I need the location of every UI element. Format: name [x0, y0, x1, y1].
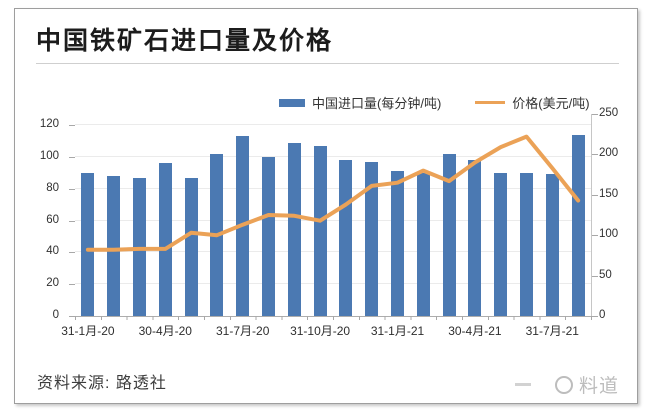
import-bar-12	[365, 161, 379, 316]
import-bar-15	[442, 153, 456, 316]
left-axis-label-20: 20	[46, 277, 59, 290]
gridline	[75, 251, 591, 253]
legend-label-price: 价格(美元/吨)	[512, 96, 590, 111]
import-bar-16	[468, 160, 482, 316]
import-bar-5	[184, 177, 198, 316]
right-axis-label-150: 150	[599, 187, 619, 200]
left-axis-label-40: 40	[46, 245, 59, 258]
legend-item-imports: 中国进口量(每分钟/吨)	[279, 93, 441, 112]
watermark: 料道	[514, 371, 619, 398]
right-axis-label-100: 100	[599, 228, 619, 241]
x-tick-label-4: 31-10月-20	[290, 324, 351, 338]
import-bar-13	[390, 171, 404, 316]
import-bar-14	[416, 172, 430, 316]
right-axis-tick	[592, 114, 598, 115]
x-tick-label-1: 31-1月-20	[61, 324, 115, 338]
right-axis-tick	[592, 316, 598, 317]
import-bars	[75, 114, 591, 316]
left-axis-label-100: 100	[39, 149, 59, 162]
import-bar-10	[313, 145, 327, 316]
gridline	[75, 124, 591, 126]
import-bar-17	[494, 172, 508, 316]
x-axis-labels: 31-1月-20 30-4月-20 31-7月-20 31-10月-20 31-1月-2…	[61, 322, 591, 340]
legend-item-price: 价格(美元/吨)	[475, 93, 590, 112]
legend-bar-swatch-icon	[279, 98, 305, 107]
legend-label-imports: 中国进口量(每分钟/吨)	[312, 96, 442, 111]
x-tick-label-3: 31-7月-20	[216, 324, 270, 338]
chart-card: 中国铁矿石进口量及价格 中国进口量(每分钟/吨) 价格(美元/吨) 31-1月-…	[14, 8, 638, 404]
import-bar-8	[261, 156, 275, 316]
right-axis-label-250: 250	[599, 107, 619, 119]
title-divider	[36, 63, 619, 64]
left-axis-tick	[69, 284, 75, 286]
left-axis-tick	[69, 156, 75, 158]
x-tick-label-7: 31-7月-21	[525, 324, 579, 338]
gridline	[75, 155, 591, 157]
x-axis-ticks	[75, 316, 592, 320]
import-bar-9	[287, 142, 301, 316]
legend: 中国进口量(每分钟/吨) 价格(美元/吨)	[279, 93, 590, 112]
import-bar-18	[519, 172, 533, 316]
import-bar-3	[132, 177, 146, 316]
chart-area: 31-1月-20 30-4月-20 31-7月-20 31-10月-20 31-1月-2…	[15, 107, 637, 354]
import-bar-1	[81, 172, 95, 316]
gridline	[75, 187, 591, 189]
watermark-logo-icon	[554, 375, 573, 394]
import-bar-11	[339, 160, 353, 316]
right-axis-tick	[592, 275, 598, 277]
left-axis-tick	[69, 125, 75, 127]
right-axis-tick	[592, 194, 598, 196]
gridline	[75, 283, 591, 285]
watermark-dash	[514, 383, 531, 386]
legend-line-swatch-icon	[475, 101, 506, 104]
left-axis-label-80: 80	[46, 181, 59, 194]
gridline	[75, 219, 591, 221]
source-label: 资料来源: 路透社	[37, 375, 167, 392]
x-tick-label-6: 30-4月-21	[448, 324, 502, 338]
chart-title: 中国铁矿石进口量及价格	[36, 27, 334, 55]
price-line	[85, 134, 581, 252]
left-axis-tick	[69, 316, 75, 317]
left-axis-tick	[69, 188, 75, 190]
right-axis-label-200: 200	[599, 147, 619, 160]
import-bar-19	[545, 174, 559, 316]
left-axis-label-60: 60	[46, 213, 59, 226]
right-axis-tick	[592, 154, 598, 156]
import-bar-20	[571, 134, 585, 316]
import-bar-2	[107, 176, 121, 316]
right-axis-tick	[592, 235, 598, 237]
right-axis-label-0: 0	[599, 309, 606, 321]
left-axis-label-120: 120	[39, 118, 59, 131]
watermark-text: 料道	[578, 376, 619, 397]
import-bar-4	[158, 163, 172, 316]
plot-area	[75, 114, 592, 320]
left-axis-tick	[69, 252, 75, 254]
left-axis-label-0: 0	[52, 309, 59, 321]
price-line-path	[85, 134, 581, 252]
x-tick-label-2: 30-4月-20	[138, 324, 192, 338]
right-axis-label-50: 50	[599, 268, 612, 281]
x-tick-label-5: 31-1月-21	[370, 324, 425, 338]
left-axis-tick	[69, 220, 75, 222]
